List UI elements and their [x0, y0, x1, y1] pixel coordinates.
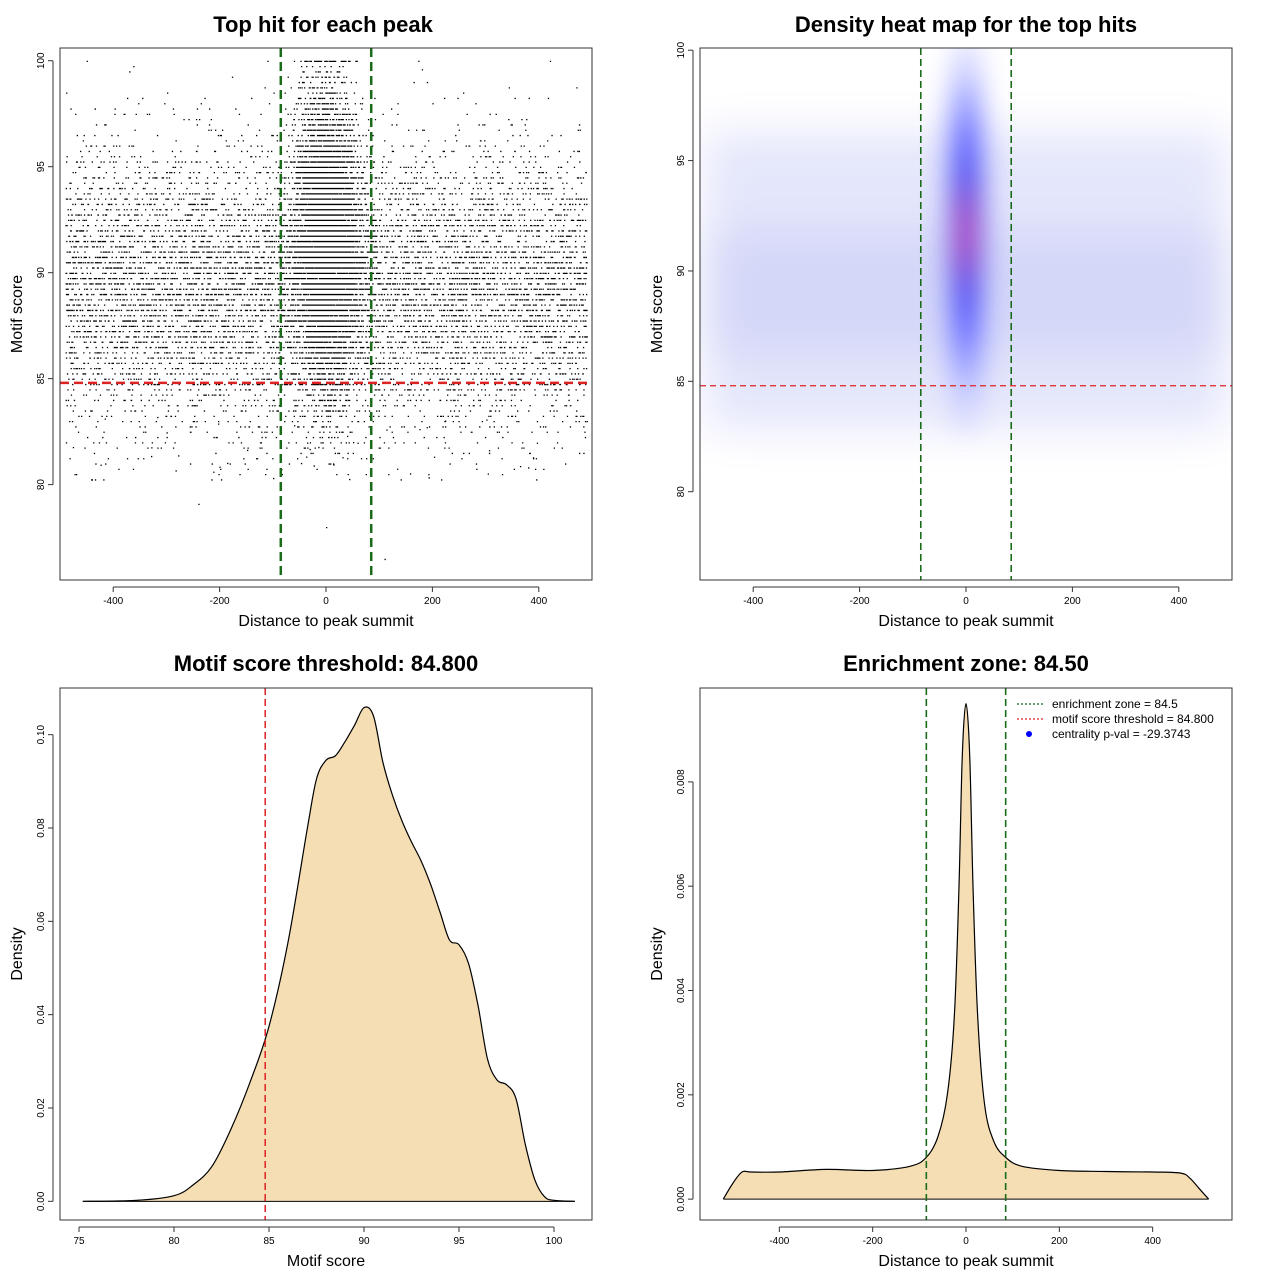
- heatmap-x-tick-label: 200: [1064, 596, 1081, 607]
- scatter-x-tick-label: -200: [210, 596, 230, 607]
- score-density-x-axis-label: Motif score: [287, 1253, 365, 1270]
- score-density-x-tick-label: 80: [168, 1236, 180, 1247]
- heatmap-y-tick-label: 100: [676, 41, 687, 58]
- scatter-y-axis-label: Motif score: [9, 275, 26, 353]
- score-density-y-tick-label: 0.00: [36, 1191, 47, 1211]
- heatmap-y-axis: 80 85 90 95 100: [676, 41, 694, 498]
- score-density-curve: [82, 706, 575, 1202]
- distance-density-x-tick-label: -400: [769, 1236, 789, 1247]
- heatmap-x-tick-label: 0: [963, 596, 969, 607]
- score-density-plot-frame: [59, 687, 593, 1221]
- scatter-y-tick-label: 85: [36, 373, 47, 385]
- scatter-x-tick-label: 400: [530, 596, 547, 607]
- scatter-x-tick-label: 200: [424, 596, 441, 607]
- score-density-y-tick-label: 0.04: [36, 1004, 47, 1024]
- distance-density-reference-lines: [925, 688, 1007, 1220]
- heatmap-core: [943, 48, 989, 432]
- distance-density-x-axis-label: Distance to peak summit: [878, 1253, 1054, 1270]
- score-density-fill: [82, 706, 575, 1202]
- score-density-y-tick-label: 0.02: [36, 1098, 47, 1118]
- distance-density-x-tick-label: 0: [963, 1236, 969, 1247]
- heatmap-reference-lines: [700, 48, 1232, 580]
- score-density-x-tick-label: 95: [453, 1236, 465, 1247]
- distance-density-x-tick-label: -200: [863, 1236, 883, 1247]
- distance-density-area: [722, 702, 1210, 1200]
- distance-density-y-axis: 0.000 0.002 0.004 0.006 0.008: [676, 769, 694, 1212]
- distance-density-y-tick-label: 0.002: [676, 1082, 687, 1107]
- heatmap-x-axis: -400 -200 0 200 400: [743, 586, 1188, 607]
- distance-density-x-tick-label: 400: [1144, 1236, 1161, 1247]
- score-density-x-tick-label: 90: [358, 1236, 370, 1247]
- score-density-x-tick-label: 85: [263, 1236, 275, 1247]
- distance-density-fill: [723, 703, 1209, 1200]
- heatmap-y-tick-label: 80: [676, 486, 687, 498]
- distance-density-y-tick-label: 0.000: [676, 1186, 687, 1211]
- scatter-y-tick-label: 95: [36, 161, 47, 173]
- distance-density-y-tick-label: 0.006: [676, 873, 687, 898]
- scatter-y-tick-label: 80: [36, 479, 47, 491]
- distance-density-plot-frame: [699, 687, 1233, 1221]
- scatter-x-axis-label: Distance to peak summit: [238, 613, 414, 630]
- panel-heatmap: Density heat map for the top hits -400 -2…: [649, 12, 1233, 630]
- legend-centrality-swatch: [1026, 731, 1032, 737]
- scatter-points: [65, 60, 588, 561]
- scatter-x-tick-label: 0: [323, 596, 329, 607]
- distance-density-y-tick-label: 0.004: [676, 978, 687, 1003]
- score-density-y-tick-label: 0.06: [36, 911, 47, 931]
- scatter-point: [65, 60, 588, 561]
- heatmap-x-tick-label: 400: [1170, 596, 1187, 607]
- scatter-x-axis: -400 -200 0 200 400: [103, 586, 548, 607]
- heatmap-y-tick-label: 95: [676, 155, 687, 167]
- distance-density-x-tick-label: 200: [1051, 1236, 1068, 1247]
- scatter-plot-frame: [59, 47, 593, 581]
- heatmap-plot-frame: [699, 47, 1233, 581]
- heatmap-x-axis-label: Distance to peak summit: [878, 613, 1054, 630]
- distance-density-x-axis: -400 -200 0 200 400: [769, 1226, 1161, 1247]
- legend-enrichment-zone-label: enrichment zone = 84.5: [1052, 697, 1178, 711]
- heatmap-y-tick-label: 85: [676, 375, 687, 387]
- score-density-y-tick-label: 0.08: [36, 818, 47, 838]
- distance-density-title: Enrichment zone: 84.50: [843, 651, 1089, 676]
- panel-score-density: Motif score threshold: 84.800 75 80 85 90 95…: [9, 651, 593, 1270]
- scatter-title: Top hit for each peak: [213, 12, 433, 37]
- score-density-y-tick-label: 0.10: [36, 724, 47, 744]
- score-density-x-tick-label: 100: [546, 1236, 563, 1247]
- score-density-title: Motif score threshold: 84.800: [174, 651, 478, 676]
- scatter-y-tick-label: 100: [36, 52, 47, 69]
- heatmap-y-axis-label: Motif score: [649, 275, 666, 353]
- scatter-y-axis: 80 85 90 95 100: [36, 52, 54, 491]
- score-density-y-axis: 0.00 0.02 0.04 0.06 0.08 0.10: [36, 724, 54, 1211]
- legend-centrality-label: centrality p-val = -29.3743: [1052, 727, 1191, 741]
- distance-density-legend: enrichment zone = 84.5 motif score thres…: [1017, 697, 1214, 741]
- panel-distance-density: Enrichment zone: 84.50 -400 -200 0 200 400 0…: [649, 651, 1233, 1270]
- distance-density-y-axis-label: Density: [649, 927, 666, 980]
- heatmap-y-tick-label: 90: [676, 265, 687, 277]
- distance-density-curve: [722, 702, 1210, 1200]
- heatmap-core-contour: [963, 212, 969, 255]
- heatmap-x-tick-label: -400: [743, 596, 763, 607]
- heatmap-title: Density heat map for the top hits: [795, 12, 1137, 37]
- score-density-y-axis-label: Density: [9, 927, 26, 980]
- score-density-area: [82, 706, 575, 1202]
- panel-scatter: Top hit for each peak -400 -200 0 200 400 80…: [9, 12, 593, 630]
- legend-motif-threshold-label: motif score threshold = 84.800: [1052, 712, 1214, 726]
- distance-density-y-tick-label: 0.008: [676, 769, 687, 794]
- score-density-x-axis: 75 80 85 90 95 100: [73, 1226, 563, 1247]
- heatmap-density-layer: [705, 48, 1227, 432]
- scatter-x-tick-label: -400: [103, 596, 123, 607]
- score-density-x-tick-label: 75: [73, 1236, 85, 1247]
- scatter-y-tick-label: 90: [36, 267, 47, 279]
- heatmap-x-tick-label: -200: [850, 596, 870, 607]
- scatter-reference-lines: [60, 48, 592, 580]
